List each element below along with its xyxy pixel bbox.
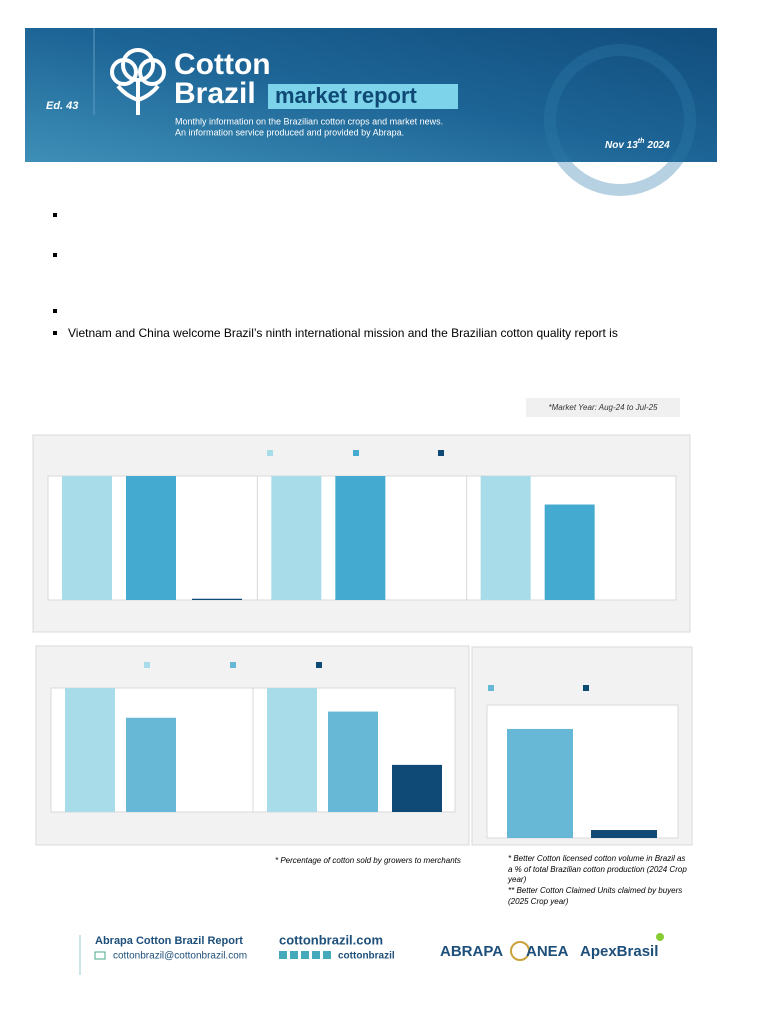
- footer-report: Abrapa Cotton Brazil Report: [95, 935, 243, 947]
- bar: [267, 688, 317, 812]
- brand-tag: market report: [275, 83, 418, 108]
- tagline: Monthly information on the Brazilian cot…: [175, 116, 443, 126]
- legend-swatch: [438, 450, 444, 456]
- footnote: year): [507, 875, 527, 884]
- anea-icon: [510, 941, 530, 961]
- footnote: ** Better Cotton Claimed Units claimed b…: [508, 886, 682, 895]
- date-sup: th: [638, 138, 645, 145]
- apex-icon: [656, 933, 664, 941]
- date: Nov 13th 2024: [605, 138, 670, 151]
- bar: [392, 764, 442, 812]
- tagline: An information service produced and prov…: [175, 127, 404, 137]
- mail-icon: [94, 951, 106, 960]
- bar: [328, 711, 378, 812]
- legend-swatch: [583, 685, 589, 691]
- bar: [126, 717, 176, 812]
- bar: [192, 598, 242, 600]
- brand-tag-box: [268, 84, 458, 109]
- footer-social: cottonbrazil: [338, 951, 395, 962]
- legend-swatch: [316, 662, 322, 668]
- bar: [591, 830, 657, 838]
- footnote: * Better Cotton licensed cotton volume i…: [508, 854, 685, 863]
- legend-swatch: [230, 662, 236, 668]
- bullet-text: Vietnam and China welcome Brazil’s ninth…: [68, 326, 618, 340]
- social-icons: [279, 951, 331, 959]
- bar: [65, 688, 115, 812]
- legend-swatch: [353, 450, 359, 456]
- brand-line2: Brazil: [174, 77, 256, 110]
- header-decor: [544, 44, 696, 196]
- bar: [335, 476, 386, 600]
- bar: [480, 476, 531, 600]
- bar: [126, 476, 176, 600]
- edition: Ed. 43: [46, 100, 78, 112]
- legend-swatch: [144, 662, 150, 668]
- brand-line1: Cotton: [174, 48, 271, 81]
- partner-logo: ApexBrasil: [580, 943, 658, 960]
- logo-icon: [110, 48, 166, 115]
- bar: [544, 504, 595, 600]
- footnote: (2025 Crop year): [508, 897, 569, 906]
- partner-logo: ANEA: [526, 943, 569, 960]
- footer-email: cottonbrazil@cottonbrazil.com: [113, 951, 247, 962]
- date-main: Nov 13: [605, 140, 638, 151]
- bar: [62, 476, 112, 600]
- date-year: 2024: [646, 140, 670, 151]
- legend-swatch: [488, 685, 494, 691]
- market-year-note: *Market Year: Aug-24 to Jul-25: [549, 403, 659, 412]
- bullet-markers: [53, 213, 57, 335]
- note-box: [526, 398, 680, 417]
- footnote: a % of total Brazilian cotton production…: [508, 865, 687, 874]
- footnote: * Percentage of cotton sold by growers t…: [275, 856, 461, 865]
- bar: [271, 476, 322, 600]
- legend-swatch: [267, 450, 273, 456]
- partner-logo: ABRAPA: [440, 943, 503, 960]
- bar: [507, 728, 573, 838]
- footer-site: cottonbrazil.com: [279, 932, 383, 947]
